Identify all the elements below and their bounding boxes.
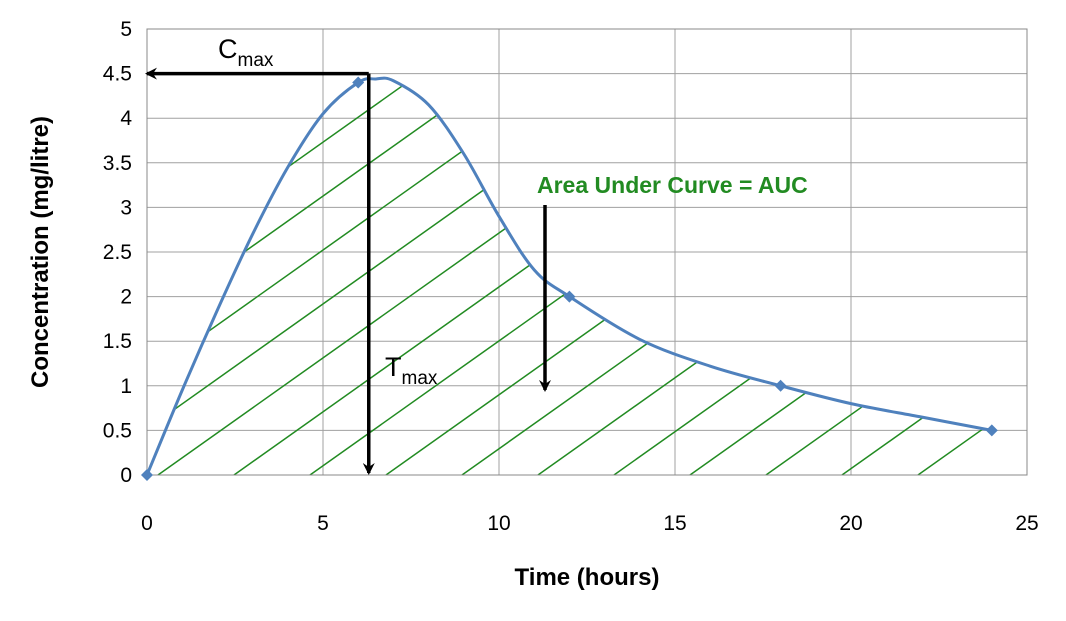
hatch-line — [689, 78, 992, 475]
x-tick-label: 15 — [663, 512, 686, 535]
y-tick-label: 0 — [120, 464, 132, 487]
hatch-line — [765, 78, 992, 475]
x-tick-label: 25 — [1015, 512, 1038, 535]
y-tick-label: 3.5 — [103, 152, 132, 175]
y-tick-label: 1.5 — [103, 330, 132, 353]
y-tick-label: 0.5 — [103, 419, 132, 442]
hatch-line — [537, 78, 992, 475]
grid — [146, 28, 1028, 476]
data-point — [141, 469, 153, 481]
x-tick-labels: 0 5 10 15 20 25 — [141, 512, 1039, 535]
y-tick-label: 3 — [120, 196, 132, 219]
cmax-label: Cmax — [218, 34, 274, 71]
y-tick-label: 4.5 — [103, 63, 132, 86]
concentration-curve — [145, 76, 993, 476]
x-axis-title: Time (hours) — [515, 564, 660, 591]
data-markers — [141, 76, 998, 481]
y-tick-label: 5 — [120, 18, 132, 41]
x-tick-label: 0 — [141, 512, 153, 535]
data-point — [563, 290, 576, 303]
hatch-line — [994, 35, 1066, 475]
data-point — [985, 424, 998, 437]
auc-label: Area Under Curve = AUC — [537, 172, 808, 198]
x-tick-label: 10 — [487, 512, 510, 535]
y-tick-labels: 0 0.5 1 1.5 2 2.5 3 3.5 4 4.5 5 — [103, 18, 133, 487]
y-axis-title: Concentration (mg/litre) — [27, 116, 54, 388]
hatch-line — [147, 78, 627, 475]
y-tick-label: 1 — [120, 375, 132, 398]
auc-hatch — [147, 35, 1066, 475]
x-tick-label: 20 — [839, 512, 862, 535]
x-tick-label: 5 — [317, 512, 329, 535]
hatch-line — [309, 78, 931, 475]
data-point — [352, 76, 365, 89]
hatch-line — [157, 78, 779, 475]
plot-border — [146, 28, 1028, 476]
data-point — [774, 379, 787, 392]
y-tick-label: 4 — [120, 107, 132, 130]
hatch-line — [461, 78, 992, 475]
tmax-label: Tmax — [385, 352, 438, 389]
hatch-line — [147, 78, 399, 475]
hatch-line — [917, 78, 992, 475]
y-tick-label: 2.5 — [103, 241, 132, 264]
hatch-line — [385, 78, 992, 475]
hatch-line — [613, 78, 992, 475]
hatch-line — [147, 78, 171, 475]
y-tick-label: 2 — [120, 286, 132, 309]
